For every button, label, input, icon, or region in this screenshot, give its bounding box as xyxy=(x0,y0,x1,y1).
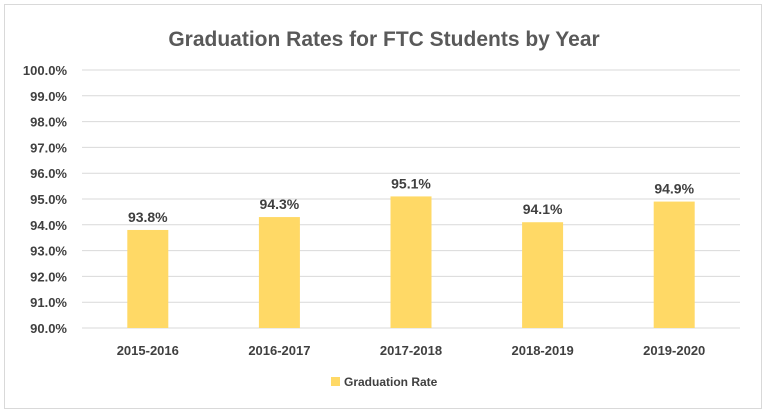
legend: Graduation Rate xyxy=(331,375,438,389)
bar xyxy=(390,196,432,328)
x-axis-tick-labels: 2015-2016 2016-2017 2017-2018 2018-2019 2019… xyxy=(117,343,706,358)
y-tick-label: 94.0% xyxy=(30,218,67,233)
x-tick-label: 2015-2016 xyxy=(117,343,179,358)
y-tick-label: 95.0% xyxy=(30,192,67,207)
bar xyxy=(522,222,564,328)
data-label: 94.1% xyxy=(523,201,563,217)
x-tick-label: 2019-2020 xyxy=(643,343,705,358)
y-tick-label: 100.0% xyxy=(23,63,68,78)
y-tick-label: 92.0% xyxy=(30,269,67,284)
data-labels: 93.8% 94.3% 95.1% 94.1% 94.9% xyxy=(128,175,695,225)
data-label: 94.9% xyxy=(654,181,694,197)
y-tick-label: 97.0% xyxy=(30,140,67,155)
y-tick-label: 98.0% xyxy=(30,115,67,130)
y-tick-label: 99.0% xyxy=(30,89,67,104)
data-label: 93.8% xyxy=(128,209,168,225)
y-tick-label: 91.0% xyxy=(30,295,67,310)
data-label: 94.3% xyxy=(260,196,300,212)
y-tick-label: 90.0% xyxy=(30,321,67,336)
gridlines xyxy=(82,69,740,329)
y-axis-tick-labels: 90.0% 91.0% 92.0% 93.0% 94.0% 95.0% 96.0% 97.0%… xyxy=(23,63,68,336)
bar-series xyxy=(127,196,695,328)
x-tick-label: 2016-2017 xyxy=(248,343,310,358)
bar xyxy=(258,217,300,328)
x-tick-label: 2017-2018 xyxy=(380,343,442,358)
x-tick-label: 2018-2019 xyxy=(512,343,574,358)
y-tick-label: 96.0% xyxy=(30,166,67,181)
data-label: 95.1% xyxy=(391,175,431,191)
chart-title: Graduation Rates for FTC Students by Yea… xyxy=(168,28,599,51)
legend-label: Graduation Rate xyxy=(344,375,438,389)
bar xyxy=(653,201,695,328)
y-tick-label: 93.0% xyxy=(30,244,67,259)
legend-swatch xyxy=(331,377,340,386)
chart-frame xyxy=(4,4,762,409)
bar xyxy=(127,229,169,328)
